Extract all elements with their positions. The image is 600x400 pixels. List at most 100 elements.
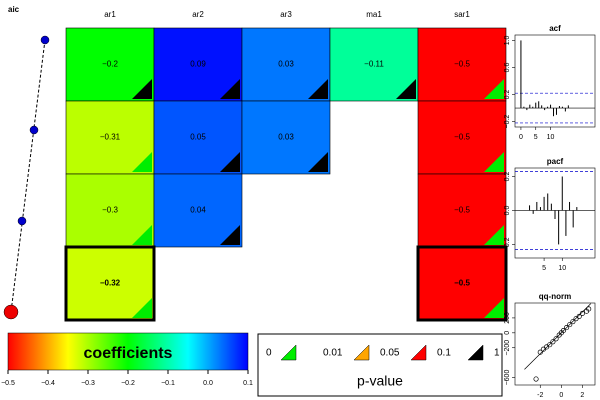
pvalue-triangle	[484, 79, 504, 99]
pvalue-triangle	[132, 298, 152, 318]
aic-dot	[40, 35, 50, 45]
cell-label: −0.2	[102, 60, 118, 69]
colorbar-tick-label: −0.5	[1, 380, 15, 387]
y-tick-label: 1.0	[504, 35, 511, 45]
colorbar-tick-label: 0.1	[243, 380, 253, 387]
column-label: ar1	[104, 10, 116, 19]
cell-label: 0.09	[190, 60, 206, 69]
aic-dot	[17, 216, 27, 226]
cell	[64, 245, 156, 322]
qq-point	[579, 310, 585, 316]
panel-title: acf	[549, 24, 561, 33]
pvalue-legend-triangle	[280, 344, 297, 361]
pvalue-legend-box	[257, 333, 503, 397]
colorbar-tick-label: 0.0	[203, 380, 213, 387]
pvalue-legend-triangle	[410, 344, 427, 361]
column-label: sar1	[454, 10, 470, 19]
qq-point	[533, 376, 539, 382]
x-tick-label: 5	[534, 134, 538, 141]
y-tick-label: −0.2	[504, 237, 511, 251]
pvalue-triangle	[308, 79, 328, 99]
cell-label: −0.5	[454, 206, 470, 215]
cell	[417, 173, 507, 248]
colorbar-tick-label: −0.1	[161, 380, 175, 387]
qq-point	[586, 306, 592, 312]
y-tick-label: 0.6	[504, 62, 511, 72]
colorbar-title: coefficients	[84, 345, 173, 362]
y-tick-label: 0	[504, 331, 511, 335]
x-tick-label: 5	[542, 265, 546, 272]
column-label: ar3	[280, 10, 292, 19]
pvalue-triangle	[220, 152, 240, 172]
qq-point	[576, 313, 582, 319]
y-tick-label: 0.2	[504, 172, 511, 182]
colorbar-tick-label: −0.4	[41, 380, 55, 387]
column-label: ar2	[192, 10, 204, 19]
aic-dot	[29, 125, 39, 135]
colorbar-tick-label: −0.3	[81, 380, 95, 387]
qq-point	[537, 349, 543, 355]
pvalue-triangle	[484, 225, 504, 245]
cell	[65, 173, 155, 248]
pvalue-legend-triangle	[353, 344, 370, 361]
qq-point	[560, 328, 566, 334]
cell	[417, 100, 507, 175]
pvalue-triangle	[132, 79, 152, 99]
cell-label: −0.5	[454, 279, 470, 288]
cell-label: −0.3	[102, 206, 118, 215]
pvalue-legend-triangle	[467, 344, 484, 361]
y-tick-label: 0.0	[504, 205, 511, 215]
cell	[417, 27, 507, 102]
y-label: aic	[8, 5, 20, 14]
cell-label: −0.5	[454, 133, 470, 142]
qq-point	[564, 325, 570, 331]
pvalue-break-label: 0.01	[323, 348, 343, 359]
pvalue-triangle	[220, 225, 240, 245]
qq-point	[553, 336, 559, 342]
y-tick-label: −600	[504, 370, 511, 386]
x-tick-label: -2	[537, 392, 543, 399]
panel-title: pacf	[547, 157, 564, 166]
pvalue-triangle	[308, 152, 328, 172]
colorbar-tick-label: −0.2	[121, 380, 135, 387]
pvalue-break-label: 0.1	[437, 348, 451, 359]
pvalue-break-label: 0.05	[380, 348, 400, 359]
cell-label: 0.03	[278, 133, 294, 142]
column-label: ma1	[366, 10, 382, 19]
y-tick-label: 0.2	[504, 90, 511, 100]
cell	[241, 100, 331, 175]
pvalue-triangle	[132, 152, 152, 172]
cell	[65, 27, 155, 102]
pvalue-title: p-value	[357, 373, 403, 389]
qq-point	[570, 319, 576, 325]
pvalue-triangle	[484, 152, 504, 172]
y-tick-label: 200	[504, 312, 511, 324]
pvalue-triangle	[396, 79, 416, 99]
cell-label: −0.11	[364, 60, 384, 69]
cell-label: −0.31	[100, 133, 121, 142]
panel-frame	[514, 34, 596, 128]
panel-title: qq-norm	[539, 292, 571, 301]
x-tick-label: 10	[558, 265, 566, 272]
qq-point	[547, 342, 553, 348]
colorbar	[7, 332, 249, 371]
pvalue-triangle	[484, 298, 504, 318]
cell	[416, 245, 508, 322]
x-tick-label: 10	[547, 134, 555, 141]
y-tick-label: −0.2	[504, 115, 511, 129]
pvalue-triangle	[220, 79, 240, 99]
x-tick-label: 0	[519, 134, 523, 141]
qq-point	[550, 339, 556, 345]
cell	[65, 100, 155, 175]
pvalue-triangle	[132, 225, 152, 245]
x-tick-label: 2	[580, 392, 584, 399]
qq-point	[567, 322, 573, 328]
y-tick-label: −200	[504, 340, 511, 356]
pvalue-break-label: 0	[266, 348, 272, 359]
x-tick-label: 0	[559, 392, 563, 399]
cell-label: 0.04	[190, 206, 206, 215]
cell-label: 0.03	[278, 60, 294, 69]
pvalue-break-label: 1	[494, 348, 500, 359]
cell-label: −0.32	[100, 279, 121, 288]
